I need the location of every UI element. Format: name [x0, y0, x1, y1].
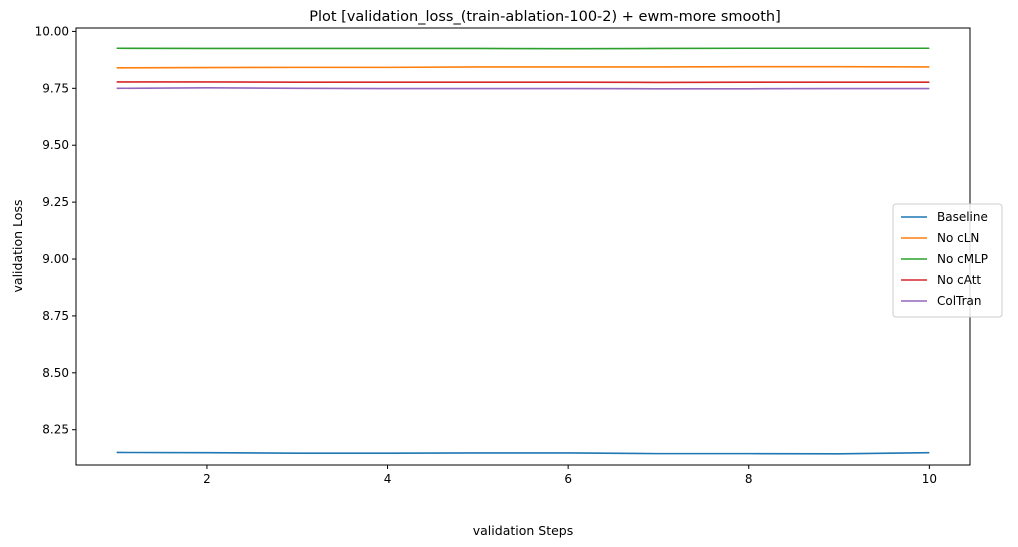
y-axis: 8.25 8.50 8.75 9.00 9.25 9.50 9.75 10.00: [35, 24, 76, 437]
series-line-no-cln: [116, 65, 930, 69]
legend-label: No cMLP: [937, 252, 988, 266]
y-tick-label: 9.50: [42, 138, 69, 152]
y-axis-label: validation Loss: [10, 200, 25, 293]
x-tick-label: 4: [384, 472, 392, 486]
chart-title: Plot [validation_loss_(train-ablation-10…: [309, 9, 781, 25]
y-tick-label: 10.00: [35, 24, 69, 38]
y-tick-label: 8.50: [42, 366, 69, 380]
x-tick-label: 10: [922, 472, 937, 486]
x-tick-label: 2: [203, 472, 211, 486]
x-tick-label: 8: [745, 472, 753, 486]
series-line-baseline: [116, 451, 930, 455]
plot-frame: [75, 27, 971, 466]
x-tick-label: 6: [564, 472, 572, 486]
series-line-coltran: [116, 87, 930, 90]
x-axis-label: validation Steps: [473, 523, 574, 538]
legend-label: No cLN: [937, 231, 979, 245]
legend-label: ColTran: [937, 294, 982, 308]
y-tick-label: 8.25: [42, 423, 69, 437]
legend-box: [892, 203, 1003, 318]
series-group: [116, 47, 930, 455]
y-tick-label: 9.75: [42, 81, 69, 95]
x-axis: 2 4 6 8 10: [203, 465, 937, 486]
y-tick-label: 9.25: [42, 195, 69, 209]
legend: Baseline No cLN No cMLP No cAtt ColTran: [892, 203, 1003, 318]
legend-label: Baseline: [937, 210, 988, 224]
y-tick-label: 8.75: [42, 309, 69, 323]
legend-label: No cAtt: [937, 273, 981, 287]
plot-area: 2 4 6 8 10 8.25 8.50 8.75 9.00 9.25 9.50 9.75 10.00: [35, 24, 971, 486]
y-tick-label: 9.00: [42, 252, 69, 266]
